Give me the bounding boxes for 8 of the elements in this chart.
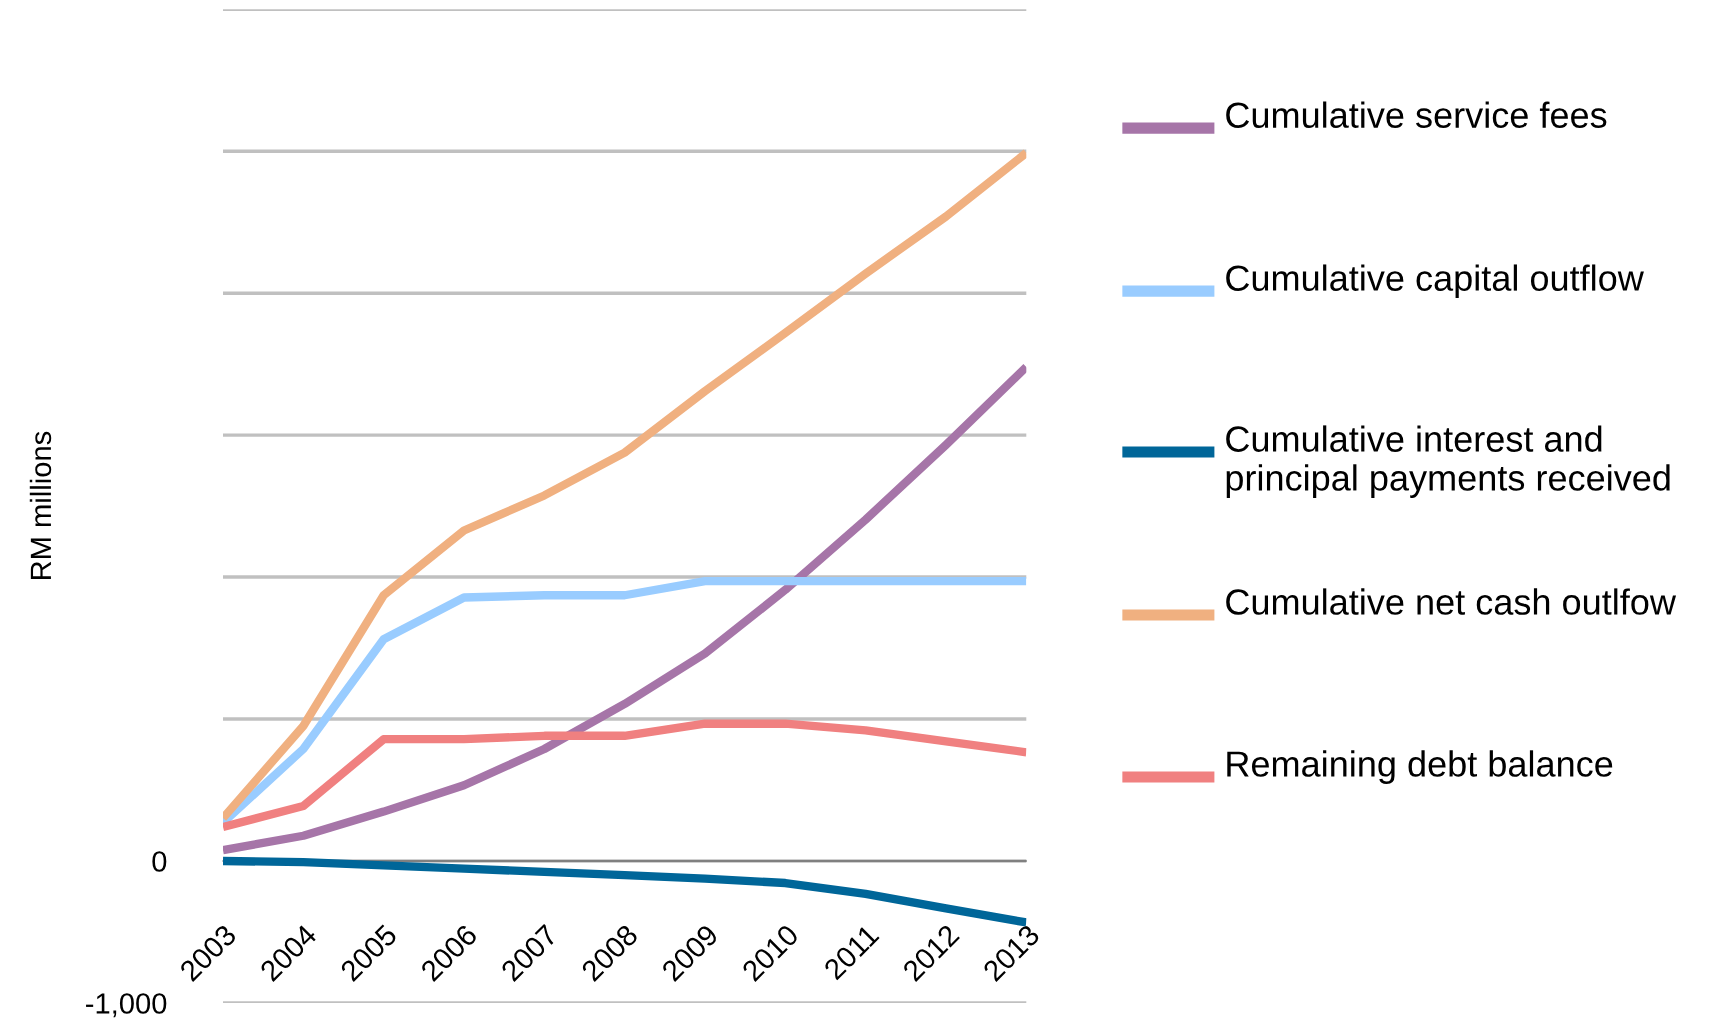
legend-label: Cumulative service fees bbox=[1226, 101, 1607, 128]
legend-label: Cumulative capital outflow bbox=[1226, 264, 1644, 299]
y-axis-title: RM millions bbox=[29, 431, 52, 580]
y-tick-label: -1,000 bbox=[86, 993, 167, 1018]
y-tick-label: 0 bbox=[152, 851, 167, 872]
legend-label: Cumulative net cash outlfow bbox=[1226, 588, 1677, 615]
legend-label: Remaining debt balance bbox=[1227, 750, 1613, 784]
legend-label: Cumulative interest and principal payments received bbox=[1226, 425, 1670, 498]
